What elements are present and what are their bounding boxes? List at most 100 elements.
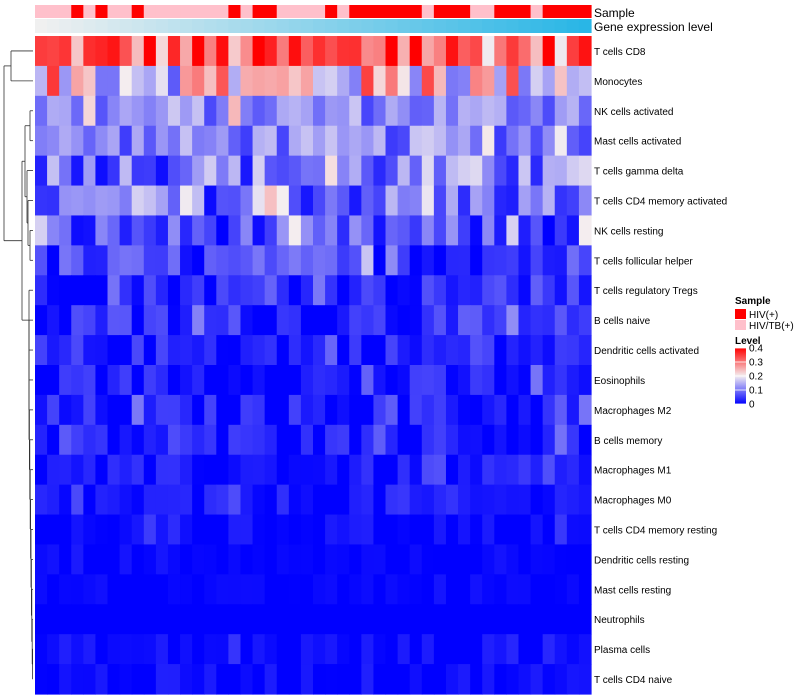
heatmap-cell [204,335,217,366]
heatmap-cell [397,65,411,97]
heatmap-cell [349,65,362,97]
heatmap-cell [397,454,411,486]
heatmap-cell [349,275,362,306]
heatmap-cell [119,544,133,575]
heatmap-cell [300,394,314,426]
heatmap-cell [155,305,169,336]
heatmap-cell [167,95,181,127]
heatmap-cell [167,514,181,546]
heatmap-cell [204,185,217,217]
heatmap-cell [71,664,84,695]
heatmap-cell [240,95,254,127]
heatmap-cell [155,664,169,695]
heatmap-cell [506,514,520,546]
heatmap-cell [228,185,242,217]
heatmap-cell [276,664,290,695]
heatmap-cell [373,514,387,546]
heatmap-cell [143,514,157,546]
heatmap-cell [59,604,72,635]
heatmap-cell [337,604,350,635]
heatmap-cell [192,36,205,67]
sample-annotation-cell [216,5,229,18]
heatmap-cell [143,305,157,336]
row-label: Dendritic cells resting [594,555,689,566]
heatmap-cell [554,275,568,306]
heatmap-cell [313,215,326,246]
heatmap-cell [409,454,423,486]
heatmap-cell [167,544,181,575]
heatmap-cell [228,125,242,157]
heatmap-cell [578,365,592,396]
heatmap-cell [494,65,507,97]
heatmap-cell [470,664,483,695]
heatmap-cell [445,394,459,426]
heatmap-cell [554,125,568,157]
heatmap-cell [542,394,556,426]
heatmap-cell [300,544,314,575]
heatmap-cell [530,484,544,516]
heatmap-cell [83,65,97,97]
heatmap-cell [131,484,145,516]
heatmap-cell [95,65,109,97]
heatmap-cell [409,514,423,546]
heatmap-cell [337,305,350,336]
heatmap-cell [397,664,411,695]
heatmap-cell [180,335,193,366]
heatmap-cell [337,335,350,366]
heatmap-cell [216,65,229,97]
heatmap-cell [361,215,375,246]
heatmap-cell [373,574,387,605]
heatmap-cell [385,424,399,456]
heatmap-cell [240,634,254,665]
heatmap-cell [421,664,435,695]
heatmap-cell [554,574,568,605]
heatmap-cell [421,574,435,605]
heatmap-cell [518,574,532,605]
expression-annotation-cell [180,19,193,33]
heatmap-cell [445,634,459,665]
heatmap-cell [482,65,495,97]
expression-annotation-cell [518,19,532,33]
heatmap-cell [554,215,568,246]
heatmap-cell [518,514,532,546]
heatmap-cell [192,155,205,187]
expression-annotation-cell [276,19,290,33]
heatmap-cell [264,574,278,605]
heatmap-cell [155,544,169,575]
heatmap-cell [337,95,350,127]
heatmap-cell [167,335,181,366]
heatmap-cell [240,365,254,396]
expression-annotation-cell [433,19,447,33]
heatmap-cell [349,125,362,157]
heatmap-cell [361,634,375,665]
heatmap-cell [119,664,133,695]
heatmap-cell [506,275,520,306]
heatmap-cell [506,424,520,456]
heatmap-cell [59,36,72,67]
heatmap-cell [180,484,193,516]
heatmap-cell [373,365,387,396]
heatmap-cell [506,305,520,336]
heatmap-cell [59,394,72,426]
heatmap-cell [288,664,302,695]
heatmap-cell [228,305,242,336]
heatmap-cell [578,424,592,456]
heatmap-cell [264,365,278,396]
heatmap-cell [35,664,48,695]
row-label: T cells gamma delta [594,167,684,178]
heatmap-cell [361,424,375,456]
heatmap-cell [59,574,72,605]
heatmap-cell [107,275,121,306]
heatmap-cell [167,634,181,665]
heatmap-cell [578,36,592,67]
expression-annotation-cell [337,19,350,33]
sample-annotation-cell [264,5,278,18]
heatmap-cell [83,394,97,426]
heatmap-cell [95,424,109,456]
heatmap-cell [240,155,254,187]
heatmap-cell [421,544,435,575]
heatmap-cell [313,574,326,605]
heatmap-cell [349,95,362,127]
heatmap-cell [131,305,145,336]
sample-annotation-cell [83,5,97,18]
